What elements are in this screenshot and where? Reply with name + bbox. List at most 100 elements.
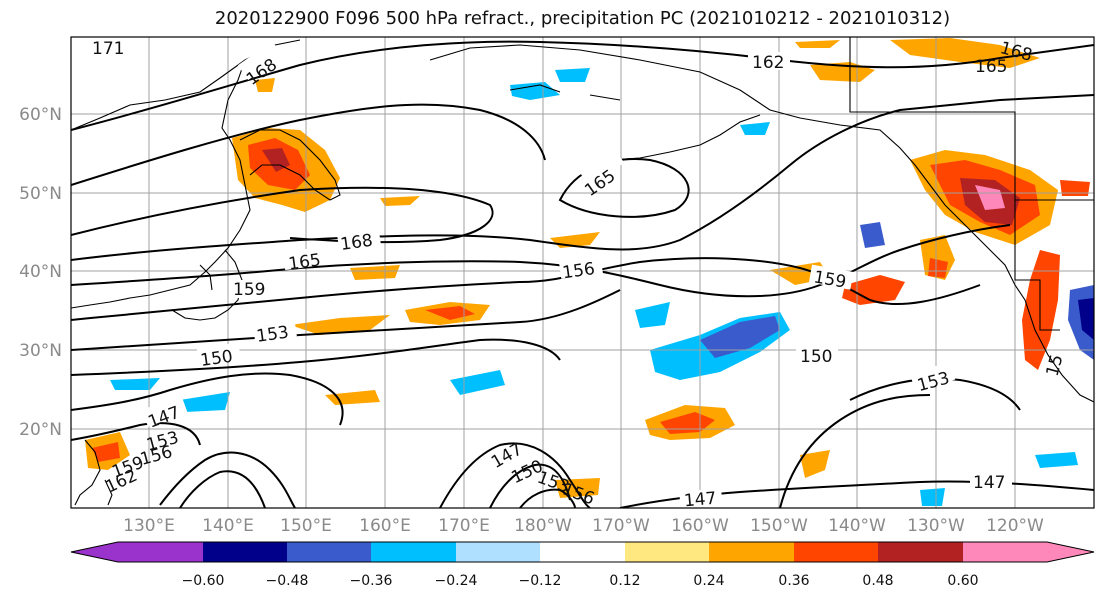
colorbar-segment <box>456 542 540 562</box>
coastlines <box>71 37 1094 506</box>
contour-label: 150 <box>800 347 832 367</box>
precip-patch <box>740 122 770 135</box>
longitude-axis: 130°E 140°E 150°E 160°E 170°E 180°W 170°… <box>123 516 1044 536</box>
colorbar-tick-label: 0.48 <box>862 573 893 589</box>
colorbar-tick-label: −0.60 <box>182 573 225 589</box>
colorbar-tick-label: −0.24 <box>435 573 478 589</box>
lat-tick-label: 60°N <box>19 105 62 125</box>
colorbar-tick-label: −0.12 <box>519 573 562 589</box>
colorbar-tick-label: 0.36 <box>778 573 809 589</box>
colorbar-tick-label: 0.60 <box>947 573 978 589</box>
contour-line <box>159 451 296 508</box>
precip-patch <box>1060 180 1090 196</box>
colorbar-segment <box>794 542 878 562</box>
contour-line <box>439 442 591 508</box>
contour-line <box>71 186 494 244</box>
colorbar-tick-label: 0.12 <box>609 573 640 589</box>
precip-patch <box>700 316 780 358</box>
contour-label: 165 <box>287 250 322 274</box>
contour-line <box>71 94 1094 261</box>
lon-tick-label: 170°E <box>438 516 490 536</box>
us-border <box>1014 200 1060 331</box>
contour-label-bg <box>252 318 297 343</box>
contour-label: 165 <box>975 57 1007 77</box>
lon-tick-label: 150°W <box>750 516 808 536</box>
contour-label-bg <box>88 38 130 56</box>
colorbar-segment <box>203 542 287 562</box>
precip-patch <box>425 306 475 320</box>
contour-label: 147 <box>683 489 717 512</box>
precip-patch <box>860 222 885 248</box>
map-content: 171 168 162 168 165 165 168 165 156 159 … <box>71 37 1094 512</box>
colorbar-extend-high <box>1047 542 1094 562</box>
contour-label: 156 <box>561 259 596 283</box>
lat-tick-label: 50°N <box>19 184 62 204</box>
colorbar-segment <box>625 542 709 562</box>
colorbar: −0.60 −0.48 −0.36 −0.24 −0.12 0.12 0.24 … <box>70 541 1095 589</box>
colorbar-tick-label: −0.36 <box>350 573 393 589</box>
precip-patch <box>180 392 230 412</box>
lon-tick-label: 140°W <box>828 516 886 536</box>
colorbar-segment <box>540 542 625 562</box>
lon-tick-label: 160°W <box>671 516 729 536</box>
lon-tick-label: 130°W <box>907 516 965 536</box>
contour-label-bg <box>748 52 790 70</box>
contour-label-bg <box>282 246 327 271</box>
graticule <box>71 37 1094 508</box>
contour-line <box>489 463 571 508</box>
precip-patch <box>890 38 1040 68</box>
contour-label-bg <box>336 226 381 251</box>
lon-tick-label: 130°E <box>123 516 175 536</box>
contour-label-bg <box>558 255 603 279</box>
contour-line <box>519 488 576 508</box>
colorbar-segment <box>118 542 203 562</box>
contour-label-bg <box>196 342 241 367</box>
map-frame <box>70 36 1095 509</box>
contour-label-bg <box>237 41 283 81</box>
colorbar-segment <box>709 542 794 562</box>
contour-line <box>849 377 1021 411</box>
kamchatka <box>239 129 341 201</box>
precip-patch <box>975 185 1005 210</box>
lon-tick-label: 160°E <box>359 516 411 536</box>
precip-negative-shading <box>110 68 1094 506</box>
precip-patch <box>255 78 275 92</box>
alaska-coast <box>429 44 1094 403</box>
precip-patch <box>510 82 560 100</box>
colorbar-segment <box>878 542 963 562</box>
contour-line <box>179 470 266 508</box>
contour-line <box>71 40 1094 131</box>
philippines <box>74 439 113 506</box>
precip-patch <box>928 258 948 278</box>
lon-tick-label: 140°E <box>202 516 254 536</box>
contour-label-bg <box>970 472 1012 490</box>
precip-patch <box>795 40 840 48</box>
contour-line <box>779 394 931 508</box>
contour-line <box>71 224 1011 298</box>
canada-border <box>849 37 1094 201</box>
precip-patch <box>555 68 590 82</box>
contour-label-bg <box>141 395 188 427</box>
precip-patch <box>380 196 420 206</box>
contour-label: 168 <box>339 231 374 255</box>
precip-patch <box>1078 298 1094 340</box>
lon-tick-label: 180°W <box>514 516 572 536</box>
contour-label-bg <box>808 264 854 290</box>
colorbar-segment <box>963 542 1047 562</box>
precip-patch <box>842 275 905 305</box>
contour-line <box>71 103 546 186</box>
precip-positive-shading <box>85 38 1090 498</box>
contour-labels: 171 168 162 168 165 165 168 165 156 159 … <box>88 38 1068 512</box>
precip-patch <box>350 265 400 280</box>
colorbar-extend-low <box>71 542 118 562</box>
latitude-axis: 60°N 50°N 40°N 30°N 20°N <box>19 105 62 440</box>
contour-label-bg <box>679 488 723 508</box>
map-title: 2020122900 F096 500 hPa refract., precip… <box>214 8 951 29</box>
colorbar-tick-label: 0.24 <box>693 573 724 589</box>
precip-patch <box>800 450 830 478</box>
contour-label: 171 <box>92 39 124 59</box>
contour-label-bg <box>796 346 838 364</box>
colorbar-outline <box>70 541 1095 563</box>
contour-label-bg <box>579 148 625 187</box>
